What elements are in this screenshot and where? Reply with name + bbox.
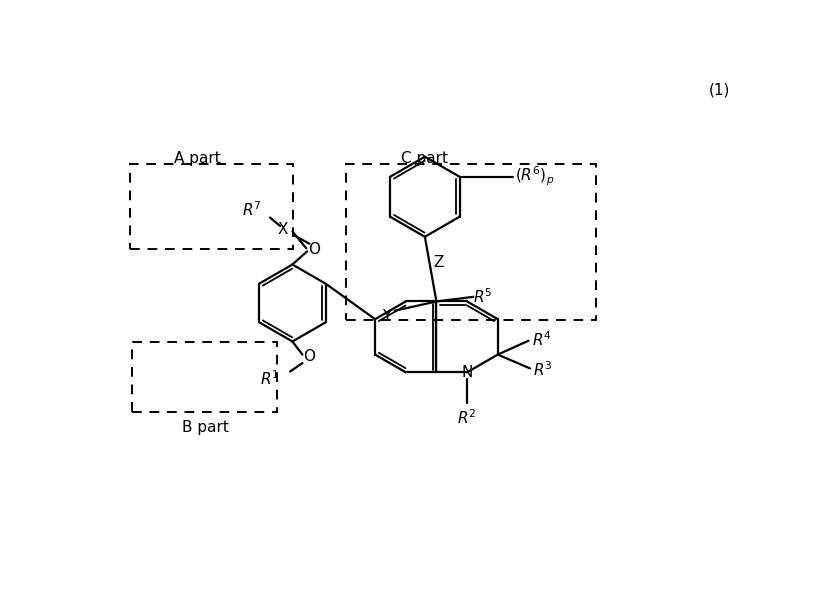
Bar (345, 164, 596, 320)
Text: (1): (1) (709, 83, 730, 98)
Text: Y: Y (382, 308, 392, 323)
Text: $R^4$: $R^4$ (532, 330, 552, 349)
Text: X: X (278, 223, 288, 238)
Text: $R^2$: $R^2$ (458, 409, 477, 427)
Text: Z: Z (434, 256, 444, 271)
Text: A part: A part (174, 151, 221, 166)
Text: O: O (303, 349, 316, 364)
Text: $(R^6)_p$: $(R^6)_p$ (515, 165, 554, 188)
Text: $R^1$: $R^1$ (260, 369, 279, 388)
Text: $R^5$: $R^5$ (472, 287, 492, 306)
Text: C part: C part (401, 151, 449, 166)
Text: $R^3$: $R^3$ (534, 361, 553, 379)
Text: $R^7$: $R^7$ (242, 200, 262, 219)
Text: N: N (462, 365, 472, 380)
Text: O: O (308, 242, 320, 257)
Bar (132, 341, 277, 412)
Bar (130, 164, 293, 249)
Text: B part: B part (182, 420, 229, 435)
